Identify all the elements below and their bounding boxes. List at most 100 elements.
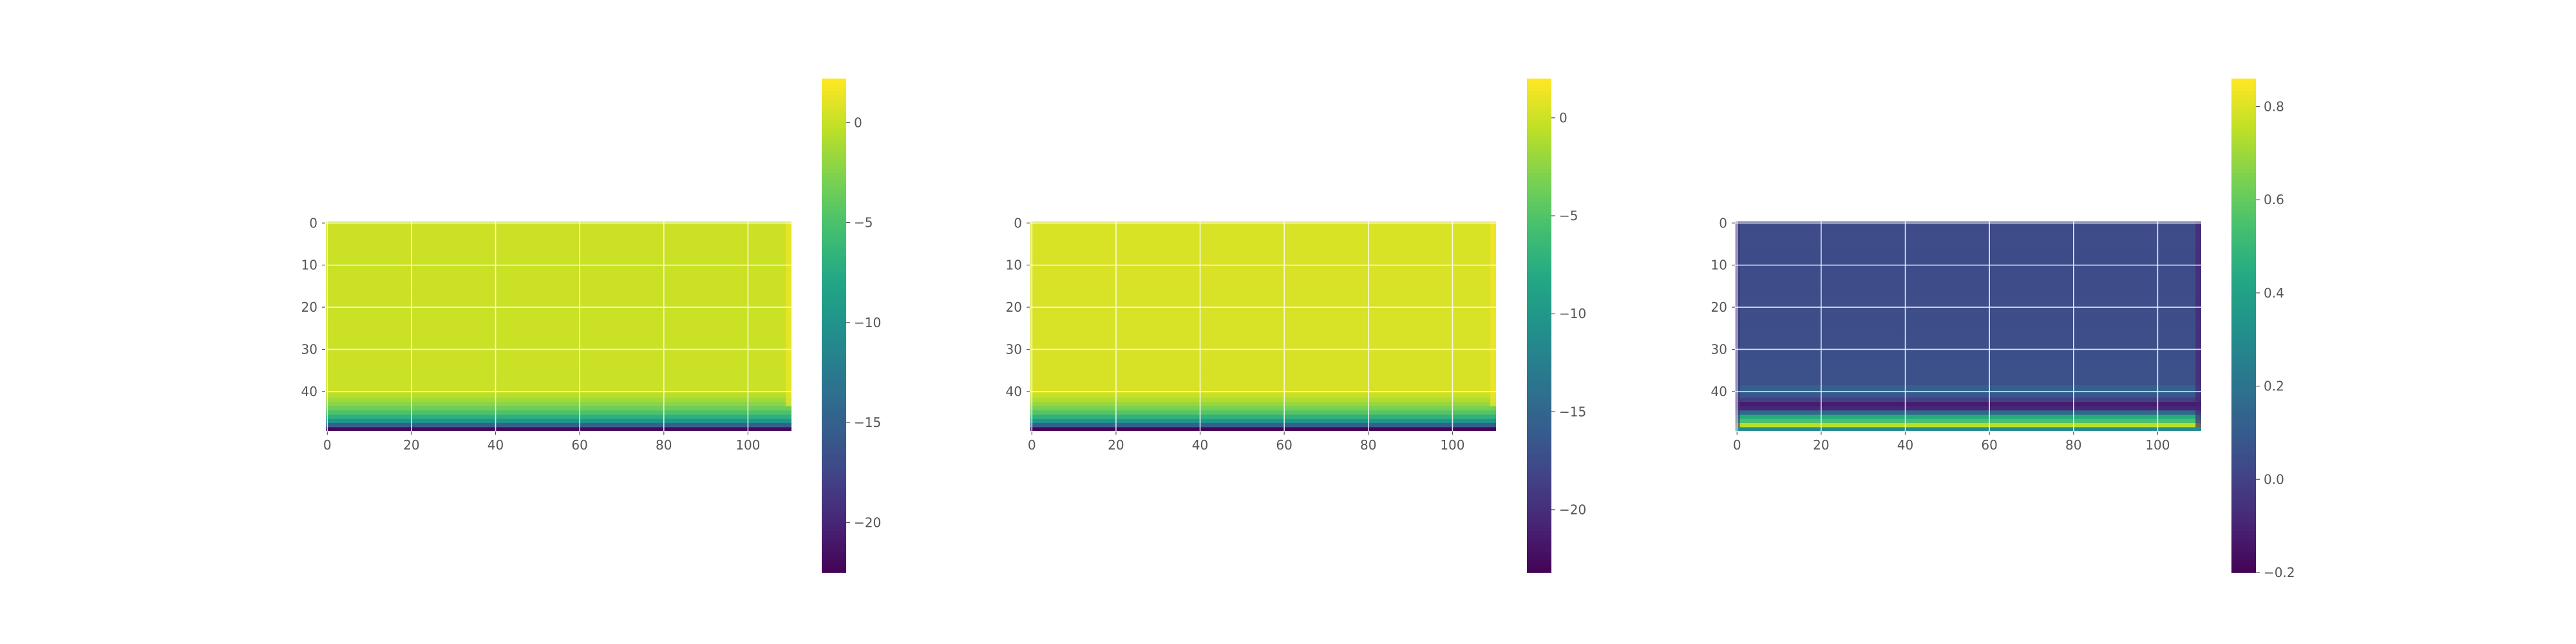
colorbar-segment [822,136,846,141]
heatmap-row [325,351,792,356]
colorbar-segment [2231,136,2256,141]
colorbar-segment [2231,103,2256,108]
heatmap-row [1030,288,1497,293]
colorbar-segment [822,342,846,347]
colorbar-segment [2231,239,2256,244]
heatmap-row [1735,267,2202,272]
colorbar-segment [822,91,846,96]
colorbar-segment [822,214,846,220]
heatmap-row [1030,368,1497,374]
colorbar-tick-label: −10 [854,315,881,330]
colorbar-segment [1527,424,1551,430]
y-tick-label: 10 [1006,258,1022,273]
colorbar-segment [1527,181,1551,186]
heatmap-row [1735,372,2202,377]
heatmap-row [1030,313,1497,319]
colorbar-segment [1527,95,1551,100]
colorbar-segment [2231,432,2256,437]
heatmap-row [325,330,792,336]
colorbar-segment [2231,518,2256,524]
colorbar-segment [822,428,846,433]
colorbar-segment [2231,227,2256,232]
colorbar-segment [1527,276,1551,281]
heatmap-row [1030,422,1497,428]
heatmap-row [1735,364,2202,369]
colorbar-tick-label: −15 [1559,404,1586,419]
colorbar-segment [2231,342,2256,347]
heatmap-row [1030,229,1497,234]
colorbar-segment [2231,231,2256,236]
heatmap-row [1735,309,2202,314]
colorbar-segment [822,86,846,91]
colorbar-segment [2231,296,2256,301]
colorbar-segment [822,206,846,211]
colorbar-segment [822,218,846,223]
colorbar-segment [822,523,846,528]
colorbar-segment [822,527,846,532]
colorbar-segment [1527,354,1551,359]
heatmap-row [1030,271,1497,276]
heatmap-row [1735,246,2202,251]
y-tick-label: 10 [1711,258,1727,273]
colorbar-segment [2231,124,2256,129]
plot-frame [1734,220,2202,432]
colorbar-segment [822,535,846,540]
heatmap-row [1735,427,2202,432]
colorbar-segment [822,502,846,507]
heatmap-row [1030,359,1497,365]
colorbar-segment [2231,416,2256,421]
colorbar-segment [1527,515,1551,520]
colorbar-segment [2231,444,2256,450]
colorbar-segment [822,506,846,511]
colorbar-segment [2231,486,2256,491]
colorbar-segment [822,301,846,306]
colorbar-segment [1527,375,1551,380]
colorbar-segment [1527,160,1551,166]
colorbar-segment [822,82,846,88]
colorbar-segment [1527,502,1551,507]
colorbar-segment [1527,461,1551,466]
colorbar-segment [822,79,846,84]
colorbar-segment [822,280,846,285]
colorbar-segment [822,165,846,170]
colorbar-tick-label: −20 [854,515,881,530]
y-tick-label: 30 [301,341,317,357]
heatmap-row [325,233,792,238]
colorbar-segment [2231,395,2256,401]
colorbar-segment [822,477,846,483]
y-tick-label: 0 [1719,215,1727,231]
colorbar-segment [2231,437,2256,442]
colorbar-segment [2231,375,2256,380]
colorbar-segment [822,177,846,182]
heatmap-row [325,410,792,415]
colorbar-segment [822,473,846,478]
x-tick-label: 60 [571,437,587,453]
colorbar-segment [1527,523,1551,528]
colorbar-segment [822,181,846,186]
colorbar-segment [2231,169,2256,174]
colorbar-segment [2231,255,2256,261]
heatmap-row [325,250,792,255]
colorbar-segment [2231,284,2256,289]
colorbar-segment [2231,243,2256,248]
colorbar-segment [1527,511,1551,516]
colorbar-segment [822,107,846,112]
colorbar-segment [822,222,846,227]
heatmap-row [1030,376,1497,382]
heatmap-row [1030,250,1497,255]
colorbar-segment [1527,412,1551,417]
colorbar-segment [2231,214,2256,220]
heatmap-row [325,313,792,319]
colorbar-segment [2231,387,2256,392]
colorbar-segment [2231,544,2256,549]
colorbar-segment [1527,193,1551,199]
colorbar-segment [822,255,846,261]
colorbar-segment [2231,321,2256,327]
colorbar-segment [822,518,846,524]
colorbar-segment [822,160,846,166]
colorbar-segment [2231,527,2256,532]
heatmap-row [1735,414,2202,419]
colorbar-segment [1527,165,1551,170]
colorbar-segment [822,437,846,442]
colorbar-segment [2231,383,2256,388]
